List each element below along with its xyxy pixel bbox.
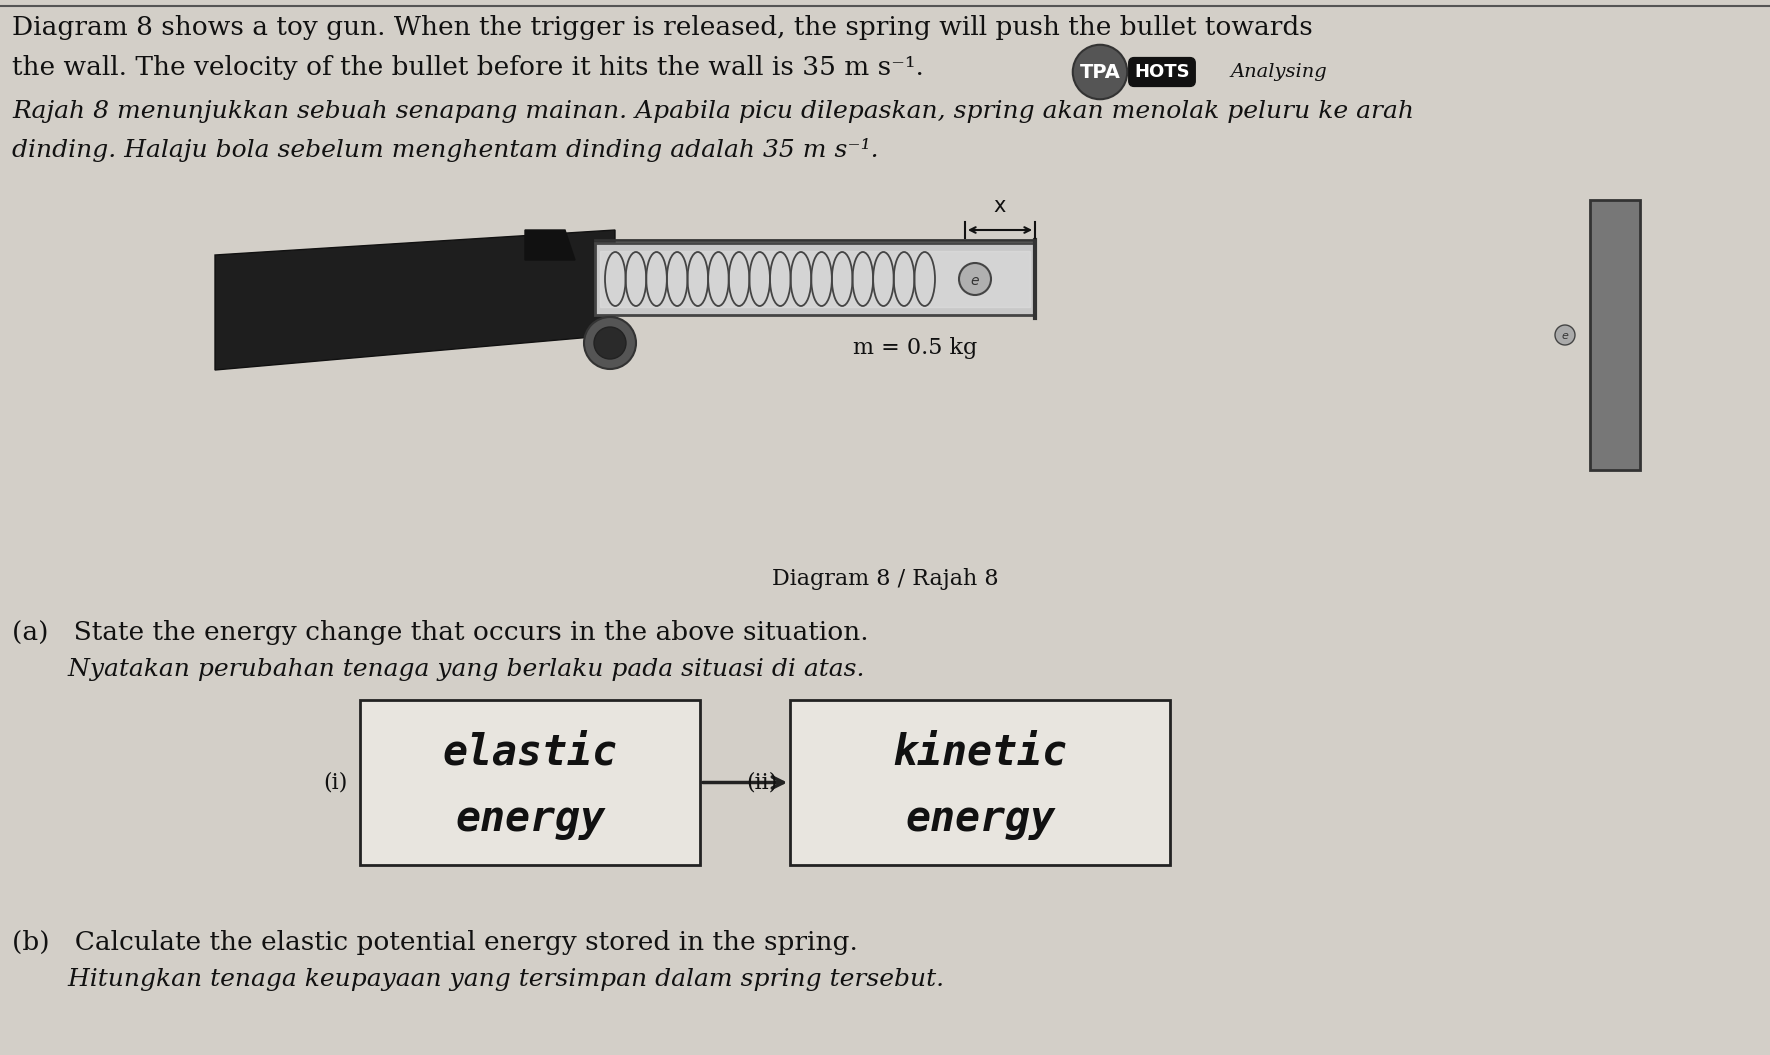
Text: energy: energy <box>904 798 1055 840</box>
Text: m = 0.5 kg: m = 0.5 kg <box>853 337 977 359</box>
Bar <box>359 701 699 865</box>
Text: elastic: elastic <box>442 732 618 773</box>
Text: dinding. Halaju bola sebelum menghentam dinding adalah 35 m s⁻¹.: dinding. Halaju bola sebelum menghentam … <box>12 138 878 162</box>
Circle shape <box>1556 325 1575 345</box>
Text: kinetic: kinetic <box>892 732 1067 773</box>
Text: HOTS: HOTS <box>1135 63 1189 81</box>
Text: (ii): (ii) <box>747 771 779 793</box>
Text: (i): (i) <box>324 771 349 793</box>
Text: e: e <box>1561 331 1568 341</box>
Text: Rajah 8 menunjukkan sebuah senapang mainan. Apabila picu dilepaskan, spring akan: Rajah 8 menunjukkan sebuah senapang main… <box>12 100 1414 123</box>
Circle shape <box>959 263 991 295</box>
Bar <box>789 701 1170 865</box>
Text: Diagram 8 shows a toy gun. When the trigger is released, the spring will push th: Diagram 8 shows a toy gun. When the trig… <box>12 15 1313 40</box>
Text: x: x <box>993 196 1005 216</box>
Text: (b)   Calculate the elastic potential energy stored in the spring.: (b) Calculate the elastic potential ener… <box>12 931 858 955</box>
Circle shape <box>595 327 627 359</box>
Text: e: e <box>970 274 979 288</box>
Polygon shape <box>214 230 614 370</box>
Text: energy: energy <box>455 798 605 840</box>
Text: Analysing: Analysing <box>1230 63 1328 81</box>
Circle shape <box>584 316 635 369</box>
Bar <box>595 243 1035 315</box>
Bar <box>1589 200 1641 469</box>
Text: Nyatakan perubahan tenaga yang berlaku pada situasi di atas.: Nyatakan perubahan tenaga yang berlaku p… <box>12 658 864 680</box>
Text: Hitungkan tenaga keupayaan yang tersimpan dalam spring tersebut.: Hitungkan tenaga keupayaan yang tersimpa… <box>12 968 943 991</box>
Polygon shape <box>526 230 575 260</box>
Text: TPA: TPA <box>1080 62 1120 81</box>
Text: (a)   State the energy change that occurs in the above situation.: (a) State the energy change that occurs … <box>12 620 869 645</box>
Text: the wall. The velocity of the bullet before it hits the wall is 35 m s⁻¹.: the wall. The velocity of the bullet bef… <box>12 55 924 80</box>
Text: Diagram 8 / Rajah 8: Diagram 8 / Rajah 8 <box>772 568 998 590</box>
